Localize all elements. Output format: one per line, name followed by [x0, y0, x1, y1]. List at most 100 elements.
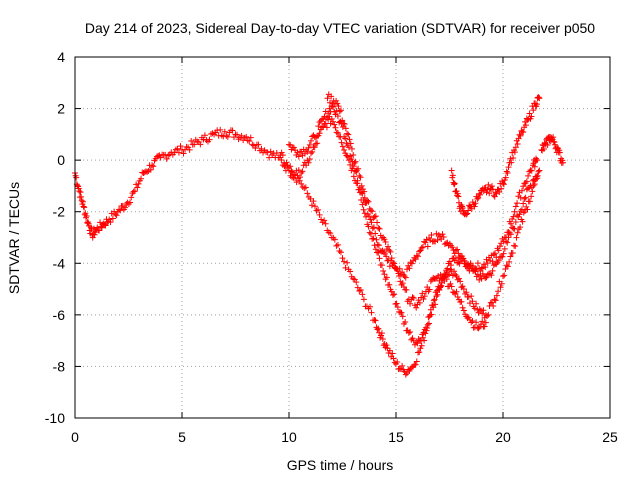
data-point	[442, 273, 449, 280]
data-point	[446, 271, 453, 278]
data-point	[498, 280, 505, 287]
data-point	[461, 257, 468, 264]
data-point	[457, 278, 464, 285]
data-point	[299, 168, 306, 175]
data-point	[334, 241, 341, 248]
data-point	[328, 93, 335, 100]
data-point	[430, 304, 437, 311]
x-axis-label: GPS time / hours	[287, 457, 394, 473]
data-point	[499, 253, 506, 260]
data-point	[163, 155, 170, 162]
data-point	[483, 274, 490, 281]
data-point	[306, 155, 313, 162]
data-point	[463, 211, 470, 218]
data-point	[369, 225, 376, 232]
data-point	[475, 325, 482, 332]
data-point	[127, 199, 134, 206]
data-point	[135, 180, 142, 187]
data-point	[344, 153, 351, 160]
data-point	[337, 249, 344, 256]
data-point	[528, 113, 535, 120]
data-point	[345, 157, 352, 164]
data-point	[77, 189, 84, 196]
data-point	[354, 284, 361, 291]
data-point	[460, 286, 467, 293]
data-point	[500, 238, 507, 245]
data-point	[463, 289, 470, 296]
data-point	[420, 329, 427, 336]
data-point	[531, 181, 538, 188]
data-point	[528, 167, 535, 174]
data-point	[79, 198, 86, 205]
data-point	[506, 258, 513, 265]
data-point	[80, 203, 87, 210]
data-point	[331, 121, 338, 128]
data-point	[278, 156, 285, 163]
data-point	[500, 181, 507, 188]
data-point	[464, 210, 471, 217]
data-point	[125, 200, 132, 207]
data-point	[471, 203, 478, 210]
data-point	[468, 293, 475, 300]
data-point	[344, 130, 351, 137]
data-point	[346, 136, 353, 143]
data-point	[122, 204, 129, 211]
data-point	[522, 122, 529, 129]
data-point	[483, 189, 490, 196]
data-point	[311, 203, 318, 210]
data-point	[83, 213, 90, 220]
data-point	[376, 225, 383, 232]
data-point	[311, 144, 318, 151]
data-point	[381, 250, 388, 257]
data-point	[264, 149, 271, 156]
data-point	[491, 296, 498, 303]
data-point	[374, 241, 381, 248]
data-point	[482, 275, 489, 282]
data-point	[514, 229, 521, 236]
data-point	[410, 294, 417, 301]
data-point	[495, 257, 502, 264]
data-point	[391, 291, 398, 298]
data-point	[474, 260, 481, 267]
data-point	[509, 249, 516, 256]
data-point	[407, 300, 414, 307]
data-point	[452, 247, 459, 254]
data-point	[350, 151, 357, 158]
data-point	[399, 362, 406, 369]
data-point	[533, 176, 540, 183]
data-point	[370, 224, 377, 231]
data-point	[394, 358, 401, 365]
data-point	[312, 140, 319, 147]
y-tick-label: -4	[53, 255, 66, 271]
data-point	[478, 265, 485, 272]
data-point	[498, 185, 505, 192]
data-point	[425, 314, 432, 321]
data-point	[426, 286, 433, 293]
data-point	[514, 200, 521, 207]
data-point	[551, 139, 558, 146]
data-point	[513, 234, 520, 241]
data-point	[200, 136, 207, 143]
data-point	[540, 146, 547, 153]
data-point	[331, 236, 338, 243]
data-point	[492, 250, 499, 257]
data-point	[339, 255, 346, 262]
data-point	[266, 154, 273, 161]
data-point	[428, 232, 435, 239]
data-point	[359, 186, 366, 193]
data-point	[309, 148, 316, 155]
data-point	[174, 145, 181, 152]
data-point	[424, 325, 431, 332]
data-point	[374, 219, 381, 226]
data-point	[530, 107, 537, 114]
data-point	[523, 178, 530, 185]
data-point	[544, 142, 551, 149]
data-point	[424, 243, 431, 250]
data-point	[493, 254, 500, 261]
data-point	[102, 222, 109, 229]
data-point	[479, 310, 486, 317]
data-point	[477, 267, 484, 274]
data-point	[356, 172, 363, 179]
data-point	[334, 100, 341, 107]
data-point	[434, 236, 441, 243]
